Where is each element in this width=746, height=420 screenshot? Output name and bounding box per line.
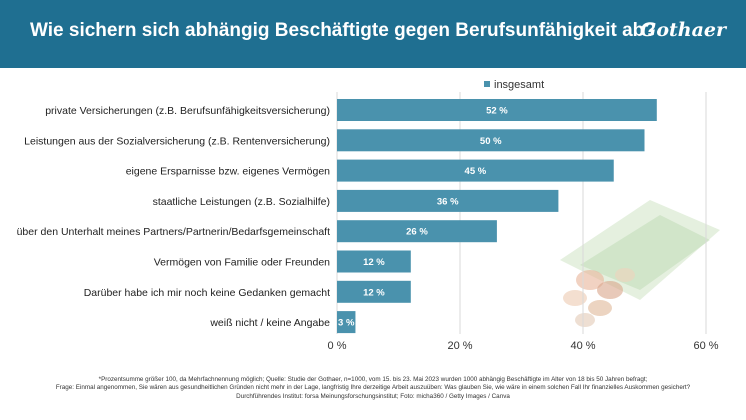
bar xyxy=(337,311,356,334)
category-label: über den Unterhalt meines Partners/Partn… xyxy=(17,226,330,238)
bar xyxy=(337,280,411,303)
x-tick-label: 60 % xyxy=(693,340,718,352)
bar-value-label: 3 % xyxy=(338,318,355,329)
bar xyxy=(337,159,614,182)
bar-value-label: 26 % xyxy=(406,227,428,238)
bar-value-label: 52 % xyxy=(486,106,508,117)
bar-value-label: 36 % xyxy=(437,196,459,207)
category-label: eigene Ersparnisse bzw. eigenes Vermögen xyxy=(126,166,330,178)
bar-value-label: 12 % xyxy=(363,257,385,268)
bar-value-label: 45 % xyxy=(465,166,487,177)
category-label: staatliche Leistungen (z.B. Sozialhilfe) xyxy=(153,196,330,208)
legend: insgesamt xyxy=(484,79,544,91)
bar xyxy=(337,220,497,243)
legend-swatch xyxy=(484,81,490,87)
header-bar: Wie sichern sich abhängig Beschäftigte g… xyxy=(0,0,746,68)
bar xyxy=(337,129,645,152)
footnote-line: *Prozentsumme größer 100, da Mehrfachnen… xyxy=(98,376,648,383)
page-title: Wie sichern sich abhängig Beschäftigte g… xyxy=(30,20,656,41)
gothaer-logo: Gothaer xyxy=(640,19,726,41)
x-tick-label: 0 % xyxy=(328,340,347,352)
category-label: private Versicherungen (z.B. Berufsunfäh… xyxy=(45,105,330,117)
x-tick-label: 40 % xyxy=(570,340,595,352)
legend-label: insgesamt xyxy=(494,79,544,91)
bar xyxy=(337,250,411,273)
footnote: *Prozentsumme größer 100, da Mehrfachnen… xyxy=(0,376,746,401)
bar-value-label: 50 % xyxy=(480,136,502,147)
x-tick-label: 20 % xyxy=(447,340,472,352)
bar-value-label: 12 % xyxy=(363,287,385,298)
category-label: Darüber habe ich mir noch keine Gedanken… xyxy=(84,287,330,299)
category-label: weiß nicht / keine Angabe xyxy=(209,317,330,329)
bar xyxy=(337,189,559,212)
footnote-line: Durchführendes Institut: forsa Meinungsf… xyxy=(236,392,510,400)
category-label: Leistungen aus der Sozialversicherung (z… xyxy=(24,135,330,147)
footnote-line: Frage: Einmal angenommen, Sie wären aus … xyxy=(55,384,691,392)
bar-chart: 0 % 20 % 40 % 60 % private Versicherungen (z… xyxy=(17,79,719,352)
money-image xyxy=(560,200,720,327)
category-label: Vermögen von Familie oder Freunden xyxy=(154,257,330,269)
bar xyxy=(337,99,657,121)
